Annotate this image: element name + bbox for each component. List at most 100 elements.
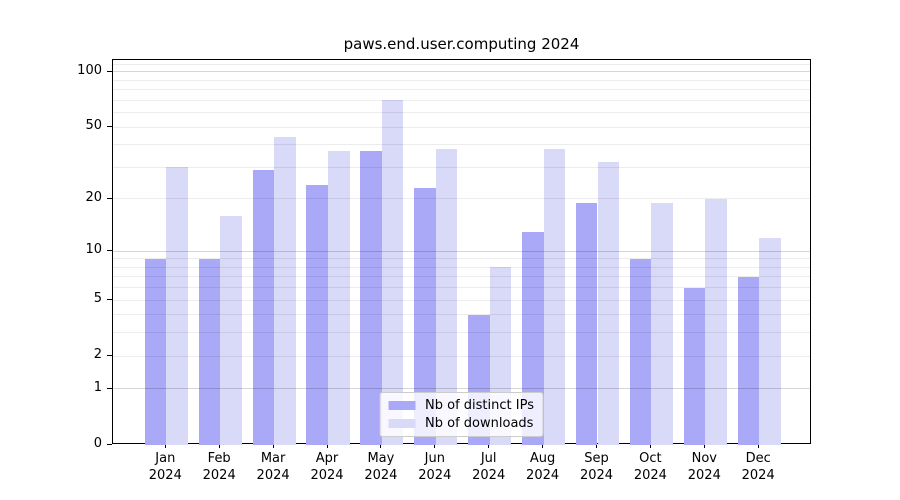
bar-mar-downloads bbox=[274, 137, 296, 445]
bar-aug-distinct-ips bbox=[522, 231, 544, 445]
bar-sep-distinct-ips bbox=[575, 202, 598, 445]
bar-aug-downloads bbox=[543, 148, 566, 445]
y-tick-20 bbox=[107, 197, 112, 199]
x-tick-label-dec: Dec 2024 bbox=[726, 450, 790, 484]
gridline-y-80 bbox=[113, 89, 810, 91]
x-label-year: 2024 bbox=[472, 468, 506, 483]
x-label-month: Apr bbox=[315, 451, 339, 466]
y-tick-label-0: 0 bbox=[93, 436, 102, 451]
legend-swatch-downloads bbox=[388, 419, 416, 428]
x-tick-label-aug: Aug 2024 bbox=[511, 450, 575, 484]
y-tick-label-50: 50 bbox=[85, 118, 102, 134]
bar-nov-downloads bbox=[705, 198, 727, 445]
bar-apr-downloads bbox=[328, 150, 350, 445]
x-tick-nov bbox=[703, 444, 705, 448]
y-tick-label-10: 10 bbox=[85, 242, 102, 258]
x-tick-label-may: May 2024 bbox=[349, 450, 413, 484]
x-label-year: 2024 bbox=[256, 468, 290, 483]
x-tick-sep bbox=[596, 444, 597, 448]
legend-label-distinct-ips: Nb of distinct IPs bbox=[425, 398, 534, 413]
x-tick-label-sep: Sep 2024 bbox=[565, 450, 629, 484]
x-tick-jul bbox=[488, 444, 490, 448]
bar-mar-distinct-ips bbox=[252, 170, 275, 445]
x-label-month: May bbox=[367, 451, 395, 466]
x-label-year: 2024 bbox=[687, 468, 721, 483]
bar-jan-distinct-ips bbox=[144, 258, 167, 445]
bar-jan-downloads bbox=[166, 167, 188, 445]
bar-dec-downloads bbox=[759, 237, 781, 445]
x-label-year: 2024 bbox=[148, 468, 182, 483]
x-label-month: Nov bbox=[691, 451, 717, 466]
x-tick-jun bbox=[434, 444, 436, 448]
plot-area: Nb of distinct IPs Nb of downloads bbox=[112, 59, 811, 445]
x-tick-label-jun: Jun 2024 bbox=[403, 450, 467, 484]
x-label-year: 2024 bbox=[310, 468, 344, 483]
legend-item-downloads: Nb of downloads bbox=[388, 416, 534, 431]
bar-apr-distinct-ips bbox=[306, 184, 328, 445]
y-tick-2 bbox=[107, 355, 112, 357]
x-tick-oct bbox=[649, 444, 651, 448]
y-tick-1 bbox=[107, 387, 112, 389]
x-label-year: 2024 bbox=[579, 468, 614, 483]
legend-label-downloads: Nb of downloads bbox=[425, 416, 534, 431]
bar-feb-downloads bbox=[220, 215, 242, 445]
x-tick-feb bbox=[218, 444, 220, 448]
x-label-year: 2024 bbox=[741, 468, 775, 483]
bar-nov-distinct-ips bbox=[683, 287, 706, 445]
y-tick-label-5: 5 bbox=[93, 291, 102, 307]
x-tick-label-oct: Oct 2024 bbox=[618, 450, 682, 484]
y-tick-label-100: 100 bbox=[77, 62, 102, 78]
x-tick-label-feb: Feb 2024 bbox=[187, 450, 251, 484]
gridline-y-100 bbox=[113, 71, 810, 73]
y-tick-100 bbox=[107, 70, 112, 72]
y-tick-50 bbox=[107, 126, 112, 128]
x-label-month: Aug bbox=[529, 451, 556, 466]
gridline-y-70 bbox=[113, 99, 810, 101]
legend-swatch-distinct-ips bbox=[388, 401, 416, 410]
gridline-y-30 bbox=[113, 166, 810, 168]
chart-title: paws.end.user.computing 2024 bbox=[343, 35, 580, 53]
y-tick-0 bbox=[107, 444, 112, 445]
x-tick-label-nov: Nov 2024 bbox=[672, 450, 736, 484]
x-tick-label-apr: Apr 2024 bbox=[295, 450, 359, 484]
bar-feb-distinct-ips bbox=[198, 258, 221, 445]
gridline-y-60 bbox=[113, 112, 810, 114]
y-tick-10 bbox=[107, 250, 112, 252]
x-label-year: 2024 bbox=[202, 468, 236, 483]
x-label-month: Jan bbox=[155, 451, 176, 466]
y-tick-label-1: 1 bbox=[93, 379, 102, 395]
x-label-month: Jul bbox=[480, 451, 497, 466]
bar-may-distinct-ips bbox=[360, 150, 382, 445]
x-label-month: Sep bbox=[584, 451, 609, 466]
x-tick-label-jul: Jul 2024 bbox=[457, 450, 521, 484]
bar-oct-distinct-ips bbox=[629, 258, 652, 445]
x-tick-dec bbox=[757, 444, 759, 448]
x-tick-label-jan: Jan 2024 bbox=[133, 450, 197, 484]
x-label-month: Mar bbox=[260, 451, 286, 466]
bar-oct-downloads bbox=[651, 202, 673, 445]
y-tick-5 bbox=[107, 299, 112, 301]
gridline-y-110 bbox=[113, 63, 810, 65]
gridline-y-40 bbox=[113, 144, 810, 146]
bar-sep-downloads bbox=[597, 162, 620, 445]
legend-item-distinct-ips: Nb of distinct IPs bbox=[388, 398, 534, 413]
x-label-month: Oct bbox=[639, 451, 662, 466]
y-tick-label-20: 20 bbox=[85, 189, 102, 205]
x-label-year: 2024 bbox=[526, 468, 560, 483]
x-tick-apr bbox=[326, 444, 328, 448]
gridline-y-90 bbox=[113, 79, 810, 81]
bar-may-downloads bbox=[381, 100, 404, 445]
y-tick-label-2: 2 bbox=[93, 347, 102, 363]
x-tick-may bbox=[380, 444, 382, 448]
x-label-month: Dec bbox=[745, 451, 771, 466]
bar-jun-downloads bbox=[435, 148, 458, 445]
x-label-year: 2024 bbox=[418, 468, 452, 483]
x-tick-aug bbox=[542, 444, 544, 448]
bar-dec-distinct-ips bbox=[737, 276, 760, 445]
x-tick-label-mar: Mar 2024 bbox=[241, 450, 305, 484]
x-tick-jan bbox=[164, 444, 166, 448]
legend: Nb of distinct IPs Nb of downloads bbox=[379, 392, 544, 437]
gridline-y-50 bbox=[113, 126, 810, 128]
x-label-year: 2024 bbox=[633, 468, 667, 483]
